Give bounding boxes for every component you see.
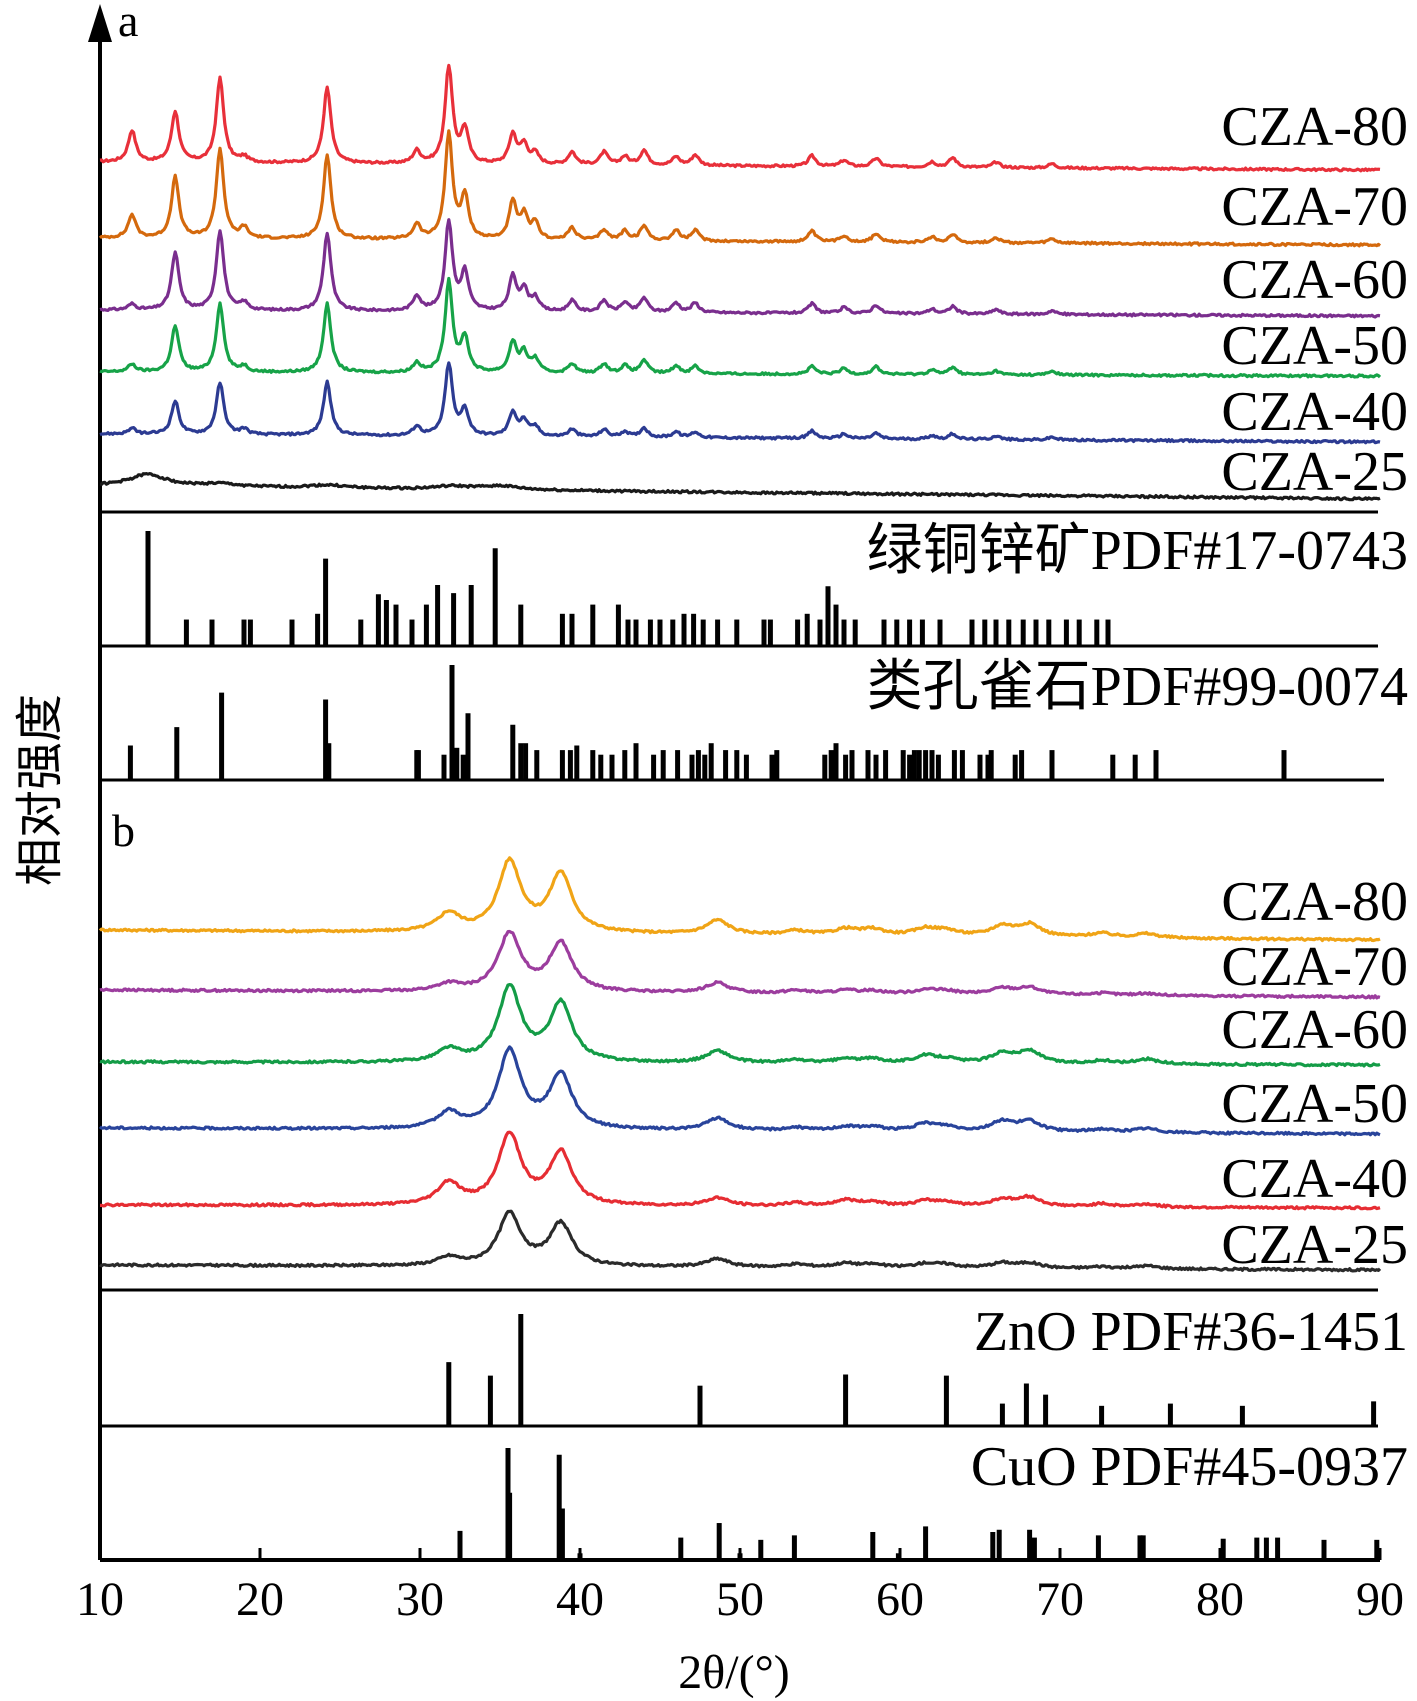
x-axis-label: 2θ/(°)	[678, 1646, 790, 1699]
x-tick-label-80: 80	[1196, 1573, 1244, 1626]
series-line-b-CZA-60	[99, 983, 1381, 1068]
series-line-b-CZA-50	[98, 1045, 1381, 1137]
series-line-a-CZA-40	[99, 361, 1381, 445]
legend-label-a-CZA-50: CZA-50	[1221, 315, 1408, 377]
series-line-a-CZA-25	[99, 472, 1381, 502]
series-line-a-CZA-80	[99, 63, 1381, 173]
series-layer	[98, 63, 1382, 1273]
legend-label-a-CZA-80: CZA-80	[1221, 96, 1408, 158]
reference-label-a-0: 绿铜锌矿PDF#17-0743	[867, 520, 1408, 582]
x-tick-label-90: 90	[1356, 1573, 1404, 1626]
y-axis-label: 相对强度	[14, 694, 67, 886]
series-line-b-CZA-70	[99, 929, 1381, 1000]
legend-label-b-CZA-40: CZA-40	[1221, 1148, 1408, 1210]
legend-label-b-CZA-25: CZA-25	[1221, 1214, 1408, 1276]
panel-label-a: a	[118, 0, 138, 46]
series-line-a-CZA-60	[99, 218, 1381, 319]
legend-label-a-CZA-25: CZA-25	[1221, 441, 1408, 503]
reference-label-b-0: ZnO PDF#36-1451	[974, 1301, 1408, 1363]
panel-label-b: b	[112, 805, 135, 856]
x-tick-label-40: 40	[556, 1573, 604, 1626]
y-axis-arrow	[88, 4, 112, 42]
x-tick-label-10: 10	[76, 1573, 124, 1626]
series-line-b-CZA-80	[98, 856, 1381, 943]
x-tick-label-30: 30	[396, 1573, 444, 1626]
series-line-b-CZA-40	[100, 1130, 1381, 1211]
legend-label-a-CZA-70: CZA-70	[1221, 176, 1408, 238]
reference-label-b-1: CuO PDF#45-0937	[971, 1436, 1408, 1498]
x-tick-label-50: 50	[716, 1573, 764, 1626]
legend-label-b-CZA-70: CZA-70	[1221, 936, 1408, 998]
reference-layer	[127, 531, 1380, 1560]
series-line-a-CZA-50	[99, 276, 1382, 379]
x-tick-label-70: 70	[1036, 1573, 1084, 1626]
legend-label-b-CZA-60: CZA-60	[1221, 999, 1408, 1061]
legend-label-a-CZA-40: CZA-40	[1221, 381, 1408, 443]
text-layer: a b 2θ/(°) 相对强度 10 20 30 40 50 60 70 80 90 CZA-80…	[14, 0, 1408, 1699]
x-tick-label-20: 20	[236, 1573, 284, 1626]
series-line-b-CZA-25	[99, 1209, 1382, 1273]
legend-label-b-CZA-50: CZA-50	[1221, 1073, 1408, 1135]
reference-label-a-1: 类孔雀石PDF#99-0074	[867, 656, 1408, 718]
x-tick-label-60: 60	[876, 1573, 924, 1626]
series-line-a-CZA-70	[98, 129, 1382, 248]
legend-label-a-CZA-60: CZA-60	[1221, 249, 1408, 311]
legend-label-b-CZA-80: CZA-80	[1221, 871, 1408, 933]
